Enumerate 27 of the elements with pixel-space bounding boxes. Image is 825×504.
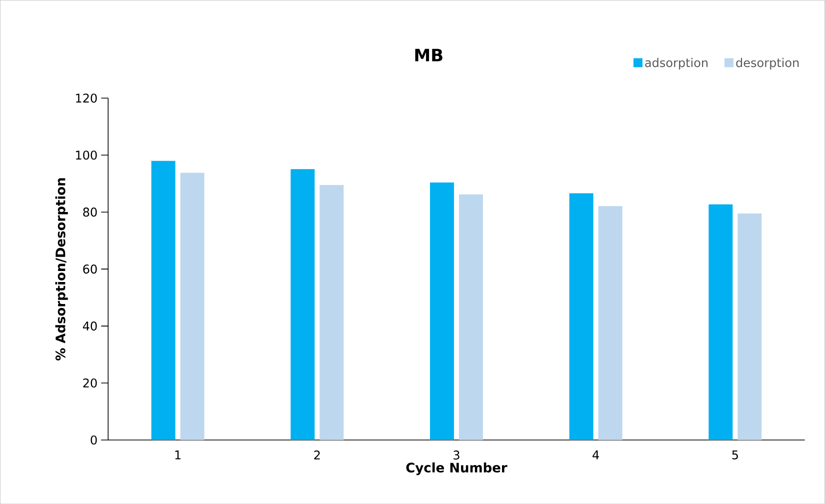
y-axis-title: % Adsorption/Desorption — [55, 178, 68, 360]
x-tick-label: 2 — [314, 450, 320, 460]
y-tick-label: 40 — [82, 321, 97, 331]
x-tick-label: 5 — [732, 450, 738, 460]
bar — [569, 193, 594, 440]
bar — [151, 160, 176, 440]
y-tick-label: 60 — [83, 264, 97, 274]
bar — [738, 213, 762, 440]
chart-title: MB — [415, 48, 442, 62]
y-tick-label: 0 — [90, 435, 97, 444]
bar — [320, 184, 344, 440]
x-tick-label: 1 — [175, 450, 181, 460]
bar — [430, 182, 454, 440]
y-tick-label: 100 — [76, 150, 97, 160]
bar — [708, 204, 733, 440]
bar — [180, 172, 204, 440]
x-tick-label: 3 — [454, 450, 460, 460]
y-tick-label: 120 — [76, 94, 97, 103]
bar — [598, 206, 622, 440]
y-tick-label: 20 — [83, 378, 97, 388]
bar — [290, 169, 315, 440]
y-tick-label: 80 — [83, 207, 97, 217]
legend-label: adsorption — [645, 58, 708, 70]
x-tick-label: 4 — [592, 450, 599, 460]
bar — [458, 194, 483, 440]
x-axis-title: Cycle Number — [406, 462, 508, 476]
legend-label: desorption — [736, 58, 799, 70]
